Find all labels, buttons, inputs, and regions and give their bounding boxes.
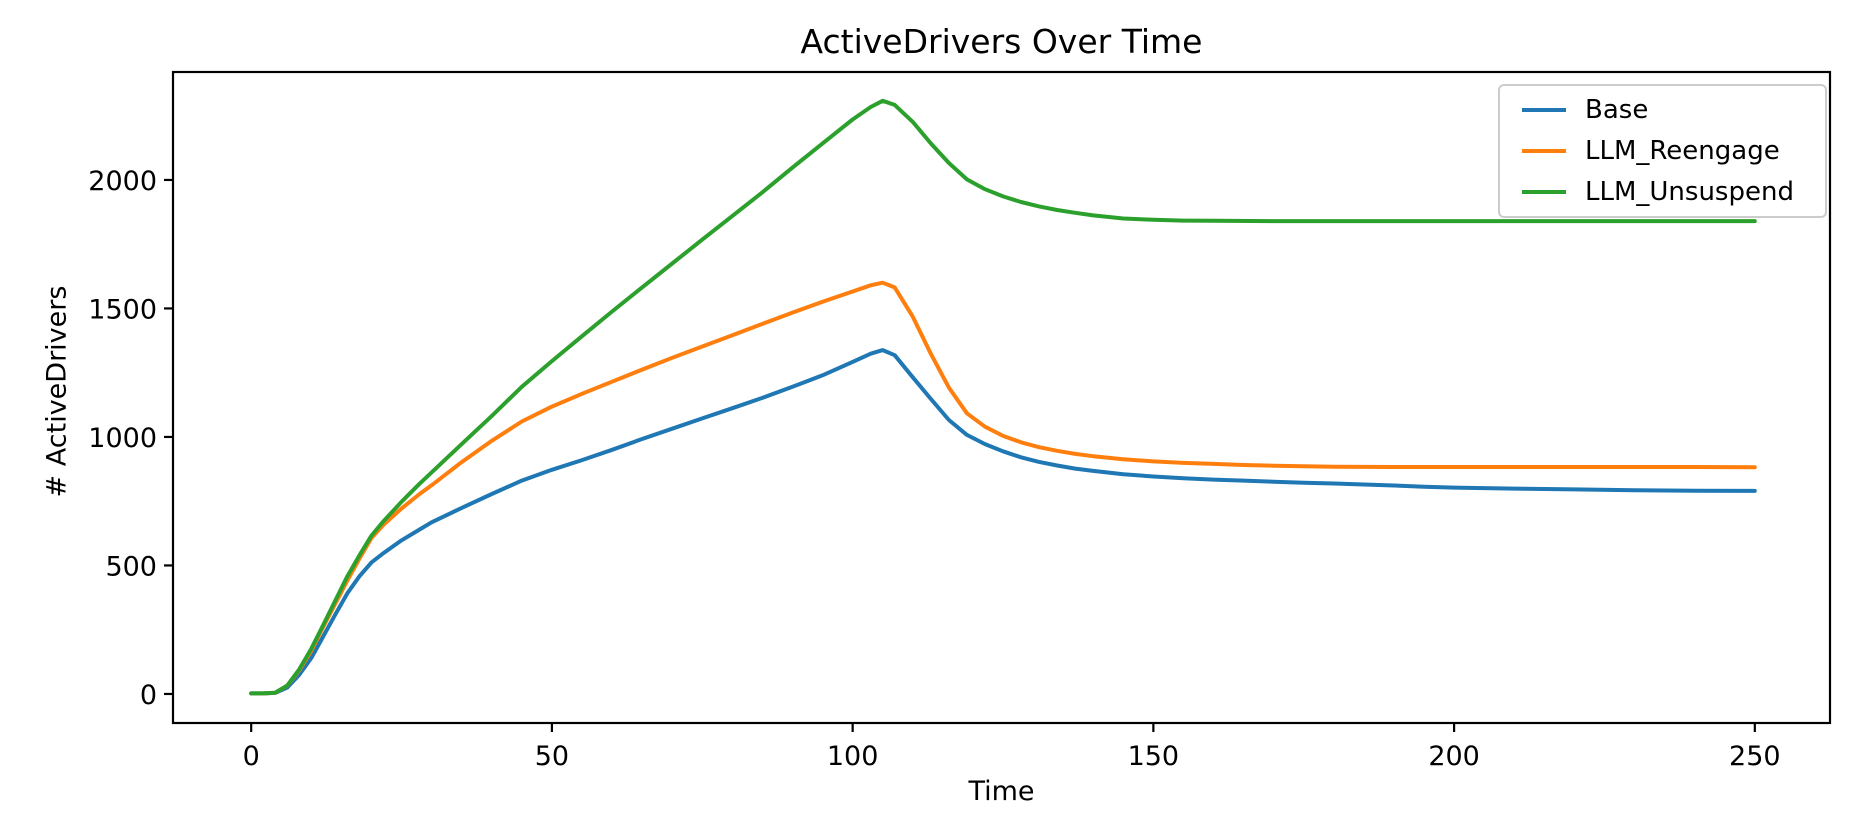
chart-title: ActiveDrivers Over Time — [800, 22, 1203, 61]
y-axis-label: # ActiveDrivers — [41, 285, 73, 498]
x-tick-label: 50 — [535, 741, 569, 772]
x-tick-label: 150 — [1128, 741, 1180, 772]
legend-swatch — [1522, 108, 1566, 112]
legend-label: LLM_Reengage — [1585, 136, 1780, 166]
legend-label: LLM_Unsuspend — [1585, 177, 1794, 207]
y-tick-label: 1000 — [88, 423, 157, 454]
legend: Base LLM_Reengage LLM_Unsuspend — [1498, 84, 1827, 218]
x-axis-label: Time — [968, 776, 1035, 807]
legend-item-base: Base — [1522, 90, 1825, 131]
y-tick-label: 500 — [105, 551, 157, 582]
series-line-base — [249, 348, 1757, 696]
y-tick-label: 2000 — [88, 166, 157, 197]
legend-item-llm-reengage: LLM_Reengage — [1522, 131, 1825, 172]
axes-spines — [171, 70, 1832, 725]
legend-item-llm-unsuspend: LLM_Unsuspend — [1522, 172, 1825, 213]
x-tick-label: 200 — [1428, 741, 1480, 772]
y-tick-label: 1500 — [88, 294, 157, 325]
legend-label: Base — [1585, 95, 1649, 125]
y-tick-label: 0 — [140, 680, 157, 711]
legend-swatch — [1522, 190, 1566, 194]
series-line-llm-unsuspend — [249, 98, 1757, 696]
x-tick-label: 0 — [243, 741, 260, 772]
x-tick-label: 250 — [1729, 741, 1781, 772]
legend-swatch — [1522, 149, 1566, 153]
x-tick-label: 100 — [827, 741, 879, 772]
